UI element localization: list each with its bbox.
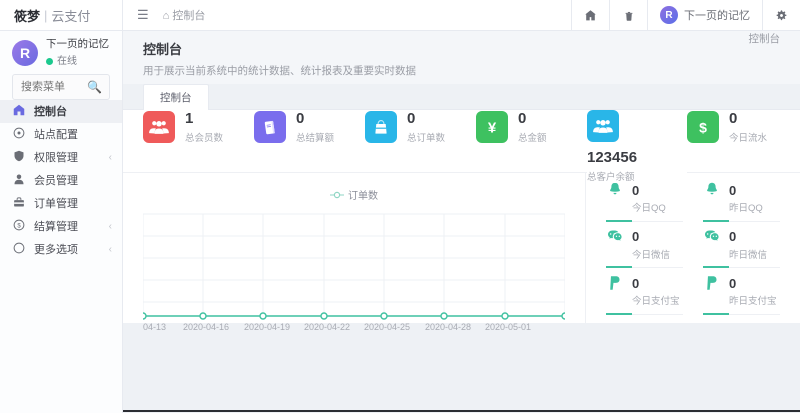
svg-text:2020-04-22: 2020-04-22 xyxy=(304,322,350,332)
svg-text:2020-04-16: 2020-04-16 xyxy=(183,322,229,332)
svg-text:2020-04-19: 2020-04-19 xyxy=(244,322,290,332)
svg-text:2020-05-01: 2020-05-01 xyxy=(485,322,531,332)
svg-text:2020-04-28: 2020-04-28 xyxy=(425,322,471,332)
svg-text:04-13: 04-13 xyxy=(143,322,166,332)
svg-text:¥: ¥ xyxy=(488,120,497,137)
svg-text:$: $ xyxy=(17,223,21,229)
svg-text:2020-04-25: 2020-04-25 xyxy=(364,322,410,332)
svg-text:$: $ xyxy=(699,120,707,136)
